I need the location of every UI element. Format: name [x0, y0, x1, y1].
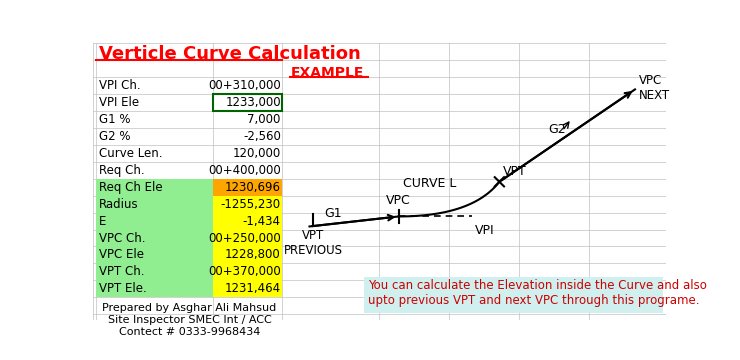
Bar — [212, 230, 283, 247]
Text: VPI Ele: VPI Ele — [98, 96, 139, 109]
Bar — [212, 213, 283, 230]
Text: EXAMPLE: EXAMPLE — [291, 66, 364, 80]
Text: G1: G1 — [324, 207, 342, 220]
Text: G2 %: G2 % — [98, 130, 130, 143]
Text: Verticle Curve Calculation: Verticle Curve Calculation — [98, 45, 360, 63]
Bar — [96, 280, 212, 297]
Text: 120,000: 120,000 — [232, 147, 280, 160]
Bar — [96, 247, 212, 264]
Text: VPT
PREVIOUS: VPT PREVIOUS — [284, 229, 343, 257]
Text: Req Ch Ele: Req Ch Ele — [98, 181, 162, 194]
Text: Site Inspector SMEC Int / ACC: Site Inspector SMEC Int / ACC — [107, 315, 272, 325]
Text: Contect # 0333-9968434: Contect # 0333-9968434 — [118, 327, 260, 337]
Text: -1255,230: -1255,230 — [221, 198, 280, 211]
Text: 1231,464: 1231,464 — [225, 282, 280, 295]
Text: Curve Len.: Curve Len. — [98, 147, 162, 160]
Text: E: E — [98, 215, 106, 228]
Bar — [212, 247, 283, 264]
Bar — [212, 179, 283, 195]
Text: 00+370,000: 00+370,000 — [208, 265, 280, 278]
Text: VPT Ch.: VPT Ch. — [98, 265, 144, 278]
Bar — [212, 280, 283, 297]
Text: -1,434: -1,434 — [243, 215, 280, 228]
Text: upto previous VPT and next VPC through this programe.: upto previous VPT and next VPC through t… — [368, 294, 699, 307]
Text: -2,560: -2,560 — [243, 130, 280, 143]
Bar — [96, 264, 212, 280]
Text: VPT Ele.: VPT Ele. — [98, 282, 147, 295]
Text: 00+250,000: 00+250,000 — [208, 231, 280, 244]
Text: 1230,696: 1230,696 — [225, 181, 280, 194]
Text: VPC Ele: VPC Ele — [98, 248, 144, 261]
Bar — [212, 195, 283, 213]
Bar — [364, 277, 663, 313]
Bar — [212, 264, 283, 280]
Text: VPI: VPI — [474, 224, 494, 237]
Bar — [96, 195, 212, 213]
Text: VPI Ch.: VPI Ch. — [98, 79, 141, 92]
Text: G1 %: G1 % — [98, 113, 130, 126]
Bar — [96, 213, 212, 230]
Text: 00+310,000: 00+310,000 — [208, 79, 280, 92]
Text: 7,000: 7,000 — [247, 113, 280, 126]
Text: VPC: VPC — [386, 194, 411, 207]
Text: VPC
NEXT: VPC NEXT — [639, 74, 670, 102]
Text: 1228,800: 1228,800 — [225, 248, 280, 261]
Text: 00+400,000: 00+400,000 — [208, 164, 280, 177]
Text: VPT: VPT — [503, 165, 527, 178]
Text: Prepared by Asghar Ali Mahsud: Prepared by Asghar Ali Mahsud — [102, 303, 277, 314]
Text: VPC Ch.: VPC Ch. — [98, 231, 145, 244]
Bar — [96, 179, 212, 195]
Text: Radius: Radius — [98, 198, 138, 211]
Text: CURVE L: CURVE L — [403, 177, 457, 190]
Text: G2: G2 — [548, 123, 566, 136]
Text: Req Ch.: Req Ch. — [98, 164, 144, 177]
Bar — [96, 230, 212, 247]
Bar — [212, 94, 283, 111]
Text: You can calculate the Elevation inside the Curve and also: You can calculate the Elevation inside t… — [368, 279, 707, 292]
Text: 1233,000: 1233,000 — [225, 96, 280, 109]
